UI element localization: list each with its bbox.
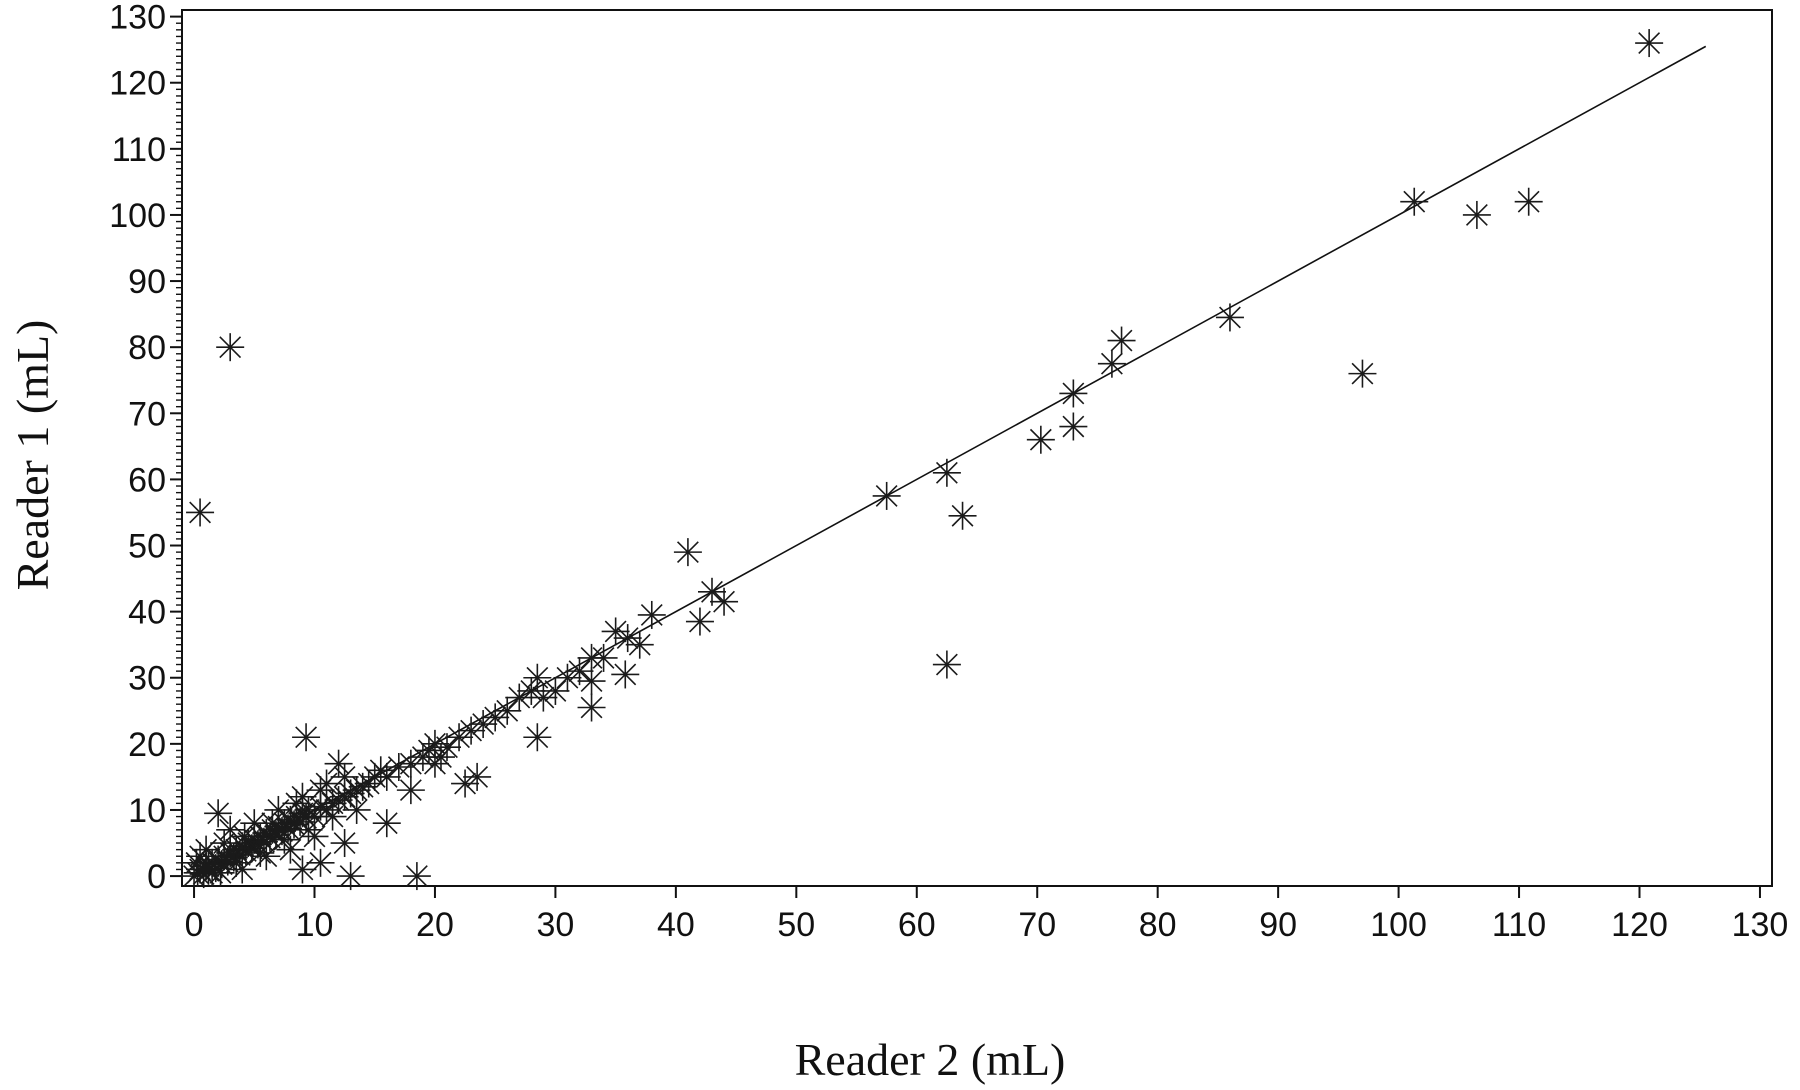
data-point (1107, 326, 1136, 355)
x-tick-label: 50 (777, 906, 815, 944)
data-point (276, 835, 305, 864)
data-point (685, 607, 714, 636)
data-point (306, 848, 335, 877)
data-point (336, 862, 365, 891)
plot-frame (181, 9, 1773, 887)
y-tick-label: 110 (112, 131, 166, 169)
data-point (1097, 349, 1126, 378)
data-point (228, 855, 257, 884)
y-tick-label: 80 (128, 329, 166, 367)
data-point (312, 769, 341, 798)
data-point (1215, 303, 1244, 332)
data-point (396, 776, 425, 805)
data-point (673, 538, 702, 567)
data-point (872, 481, 901, 510)
data-point (300, 822, 329, 851)
x-tick-label: 40 (657, 906, 695, 944)
data-point (342, 795, 371, 824)
data-point (1348, 359, 1377, 388)
data-point (565, 657, 594, 686)
data-point (625, 630, 654, 659)
data-point (613, 624, 642, 653)
x-tick-label: 20 (416, 906, 454, 944)
y-tick-label: 120 (109, 65, 166, 103)
x-tick-label: 60 (898, 906, 936, 944)
data-point (493, 696, 522, 725)
x-tick-label: 70 (1018, 906, 1056, 944)
data-point (182, 848, 211, 877)
data-point (1514, 187, 1543, 216)
data-point (204, 799, 233, 828)
data-point (1635, 29, 1664, 58)
x-tick-label: 130 (1732, 906, 1789, 944)
data-point (372, 762, 401, 791)
data-point (932, 458, 961, 487)
data-point (420, 749, 449, 778)
data-point (216, 815, 245, 844)
data-point (186, 498, 215, 527)
data-point (589, 643, 618, 672)
data-point (577, 667, 606, 696)
data-point (1026, 425, 1055, 454)
data-point (264, 795, 293, 824)
data-point (252, 842, 281, 871)
data-point (330, 829, 359, 858)
y-axis-title: Reader 1 (mL) (7, 320, 58, 591)
data-point (577, 693, 606, 722)
data-point (523, 723, 552, 752)
y-tick-label: 70 (128, 395, 166, 433)
data-point (463, 762, 492, 791)
data-point (932, 650, 961, 679)
data-point (481, 703, 510, 732)
fit-line (193, 45, 1707, 877)
data-point (324, 749, 353, 778)
data-point (523, 663, 552, 692)
x-tick-label: 30 (536, 906, 574, 944)
data-point (637, 600, 666, 629)
data-point (1462, 200, 1491, 229)
x-tick-label: 110 (1492, 906, 1546, 944)
data-point (292, 723, 321, 752)
y-tick-label: 60 (128, 461, 166, 499)
data-point (529, 683, 558, 712)
data-point (710, 587, 739, 616)
y-tick-label: 20 (128, 726, 166, 764)
data-point (372, 809, 401, 838)
x-tick-label: 80 (1139, 906, 1177, 944)
y-tick-label: 30 (128, 660, 166, 698)
x-tick-label: 90 (1259, 906, 1297, 944)
x-tick-label: 10 (296, 906, 334, 944)
data-point (318, 802, 347, 831)
data-point (611, 660, 640, 689)
x-tick-label: 100 (1370, 906, 1427, 944)
data-point (240, 809, 269, 838)
y-tick-label: 10 (128, 792, 166, 830)
y-axis: 0 10 20 30 40 50 60 70 80 90 100 110 120 130 (109, 0, 182, 896)
data-point (198, 858, 227, 887)
data-point (396, 749, 425, 778)
y-tick-label: 100 (109, 197, 166, 235)
data-point (1059, 379, 1088, 408)
data-point (402, 862, 431, 891)
data-point (1059, 412, 1088, 441)
data-point (216, 333, 245, 362)
x-tick-label: 120 (1611, 906, 1668, 944)
data-point (948, 501, 977, 530)
data-point (288, 782, 317, 811)
y-tick-label: 0 (147, 858, 166, 896)
y-tick-label: 50 (128, 528, 166, 566)
x-tick-label: 0 (185, 906, 204, 944)
data-point (541, 676, 570, 705)
y-tick-label: 40 (128, 594, 166, 632)
x-axis-title: Reader 2 (mL) (795, 1034, 1066, 1085)
y-tick-label: 90 (128, 263, 166, 301)
x-axis: 0 10 20 30 40 50 60 70 80 90 100 110 120 130 (185, 886, 1789, 944)
data-points (180, 29, 1664, 891)
y-tick-label: 130 (109, 0, 166, 37)
data-point (288, 855, 317, 884)
data-point (1400, 187, 1429, 216)
